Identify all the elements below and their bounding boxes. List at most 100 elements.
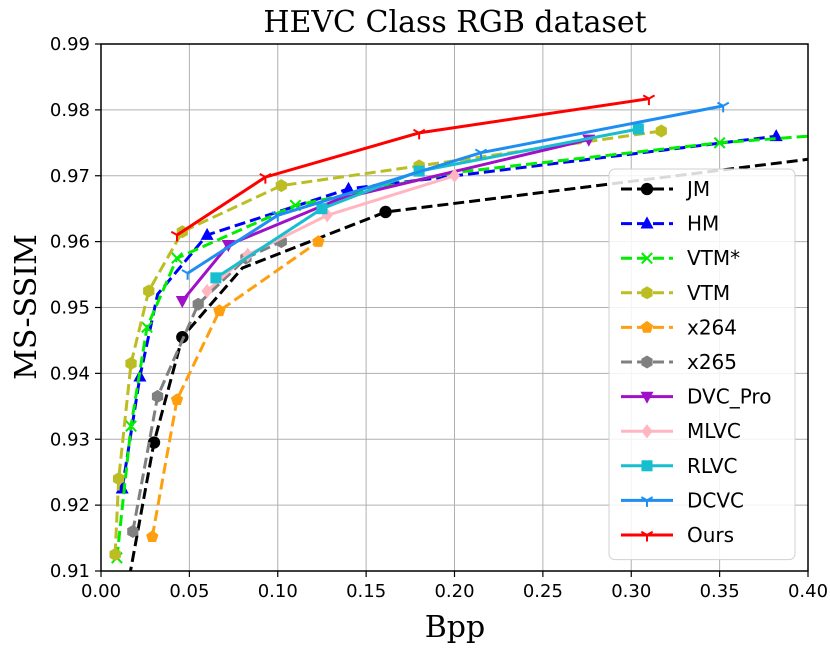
data-point-vtm: [109, 548, 121, 561]
legend-label-jm: JM: [685, 177, 710, 201]
legend-item-jm: JM: [621, 177, 710, 201]
legend-item-ours: Ours: [621, 523, 734, 547]
data-point-vtm: [125, 357, 137, 370]
series-jm: [128, 157, 808, 571]
data-point-x264: [170, 393, 184, 405]
data-point-dcvc: [474, 148, 488, 160]
series-line-dvc-pro: [181, 138, 590, 302]
legend-label-hm: HM: [687, 212, 719, 236]
legend-item-dvc-pro: DVC_Pro: [621, 385, 771, 409]
x-tick-label: 0.20: [434, 581, 474, 602]
legend-label-mlvc: MLVC: [687, 419, 741, 443]
x-tick-label: 0.05: [169, 581, 209, 602]
data-point-rlvc: [316, 203, 328, 215]
data-point-rlvc: [632, 123, 644, 135]
data-point-x265: [192, 297, 204, 311]
y-tick-label: 0.93: [50, 429, 90, 450]
data-point-x264: [213, 304, 226, 317]
data-point-vtm: [113, 472, 125, 486]
series-dvc-pro: [175, 134, 596, 309]
legend-item-mlvc: MLVC: [621, 419, 741, 443]
series-line-vtm-: [115, 134, 808, 558]
y-tick-label: 0.91: [50, 561, 90, 582]
legend-marker-x265: [641, 355, 653, 369]
legend-marker-mlvc: [641, 424, 653, 439]
data-point-vtm-: [125, 420, 137, 432]
series-lines: [109, 94, 808, 571]
y-tick-label: 0.94: [50, 363, 90, 384]
data-point-dcvc: [181, 269, 194, 280]
legend-label-dvc-pro: DVC_Pro: [687, 385, 771, 409]
legend-marker-vtm-: [641, 252, 653, 265]
legend-label-dcvc: DCVC: [687, 488, 744, 512]
legend-label-ours: Ours: [687, 523, 734, 547]
y-tick-label: 0.95: [50, 298, 90, 319]
data-point-vtm: [655, 124, 667, 138]
y-tick-label: 0.92: [50, 495, 90, 516]
legend-item-x265: x265: [621, 350, 737, 374]
series-line-rlvc: [215, 127, 639, 280]
data-point-x264: [146, 530, 159, 542]
x-tick-label: 0.10: [258, 581, 298, 602]
series-dcvc: [181, 101, 730, 280]
series-rlvc: [210, 123, 644, 284]
data-point-dcvc: [717, 101, 730, 113]
x-axis-label: Bpp: [425, 610, 485, 645]
axis-ticks: 0.00 0.05 0.10 0.15 0.20 0.25 0.30 0.35 0.40 0.91…: [50, 34, 828, 602]
data-point-x265: [151, 389, 164, 403]
series-line-ours: [176, 97, 650, 237]
legend-item-hm: HM: [621, 212, 719, 236]
legend-item-rlvc: RLVC: [621, 454, 738, 478]
data-point-vtm-: [713, 136, 726, 149]
data-point-mlvc: [201, 283, 213, 299]
y-axis-label: MS-SSIM: [9, 234, 44, 380]
data-point-x265: [127, 525, 139, 538]
series-vtm: [109, 124, 667, 561]
legend-label-vtm-: VTM*: [687, 246, 740, 270]
series-line-x264: [150, 240, 320, 537]
legend-label-x264: x264: [687, 315, 737, 339]
legend-marker-vtm: [641, 286, 653, 300]
legend-marker-rlvc: [641, 460, 653, 472]
x-tick-label: 0.35: [700, 581, 740, 602]
series-line-mlvc: [206, 174, 455, 293]
legend-label-rlvc: RLVC: [687, 454, 738, 478]
legend-item-vtm: VTM: [621, 281, 730, 305]
x-tick-label: 0.25: [523, 581, 563, 602]
data-point-mlvc: [242, 247, 254, 262]
series-line-vtm: [113, 129, 662, 555]
legend-marker-jm: [640, 182, 654, 196]
data-point-vtm-: [141, 321, 153, 334]
series-ours: [170, 94, 656, 242]
series-x264: [146, 235, 325, 542]
data-point-hm: [342, 181, 355, 194]
data-point-jm: [147, 436, 161, 449]
legend-marker-x264: [640, 320, 654, 333]
legend-marker-hm: [640, 216, 654, 229]
data-point-dvc-pro: [175, 296, 189, 309]
y-tick-label: 0.99: [50, 34, 90, 55]
x-tick-label: 0.30: [611, 581, 651, 602]
y-tick-label: 0.96: [50, 232, 90, 253]
x-tick-label: 0.40: [788, 581, 828, 602]
data-point-ours: [642, 94, 656, 106]
data-point-jm: [379, 205, 392, 219]
data-point-vtm: [143, 284, 155, 298]
y-tick-label: 0.97: [50, 166, 90, 187]
x-tick-label: 0.00: [81, 581, 121, 602]
data-point-ours: [412, 128, 426, 140]
data-point-mlvc: [449, 168, 460, 183]
chart-title: HEVC Class RGB dataset: [263, 5, 646, 40]
series-line-dcvc: [186, 104, 724, 275]
legend-item-x264: x264: [621, 315, 737, 339]
legend-marker-dvc-pro: [640, 391, 654, 404]
data-point-x264: [312, 235, 325, 247]
x-tick-label: 0.15: [346, 581, 386, 602]
legend-marker-dcvc: [640, 496, 654, 507]
legend-item-vtm-: VTM*: [621, 246, 740, 270]
y-tick-label: 0.98: [50, 100, 90, 121]
legend-item-dcvc: DCVC: [621, 488, 744, 512]
data-point-ours: [259, 172, 272, 184]
legend-label-vtm: VTM: [687, 281, 730, 305]
